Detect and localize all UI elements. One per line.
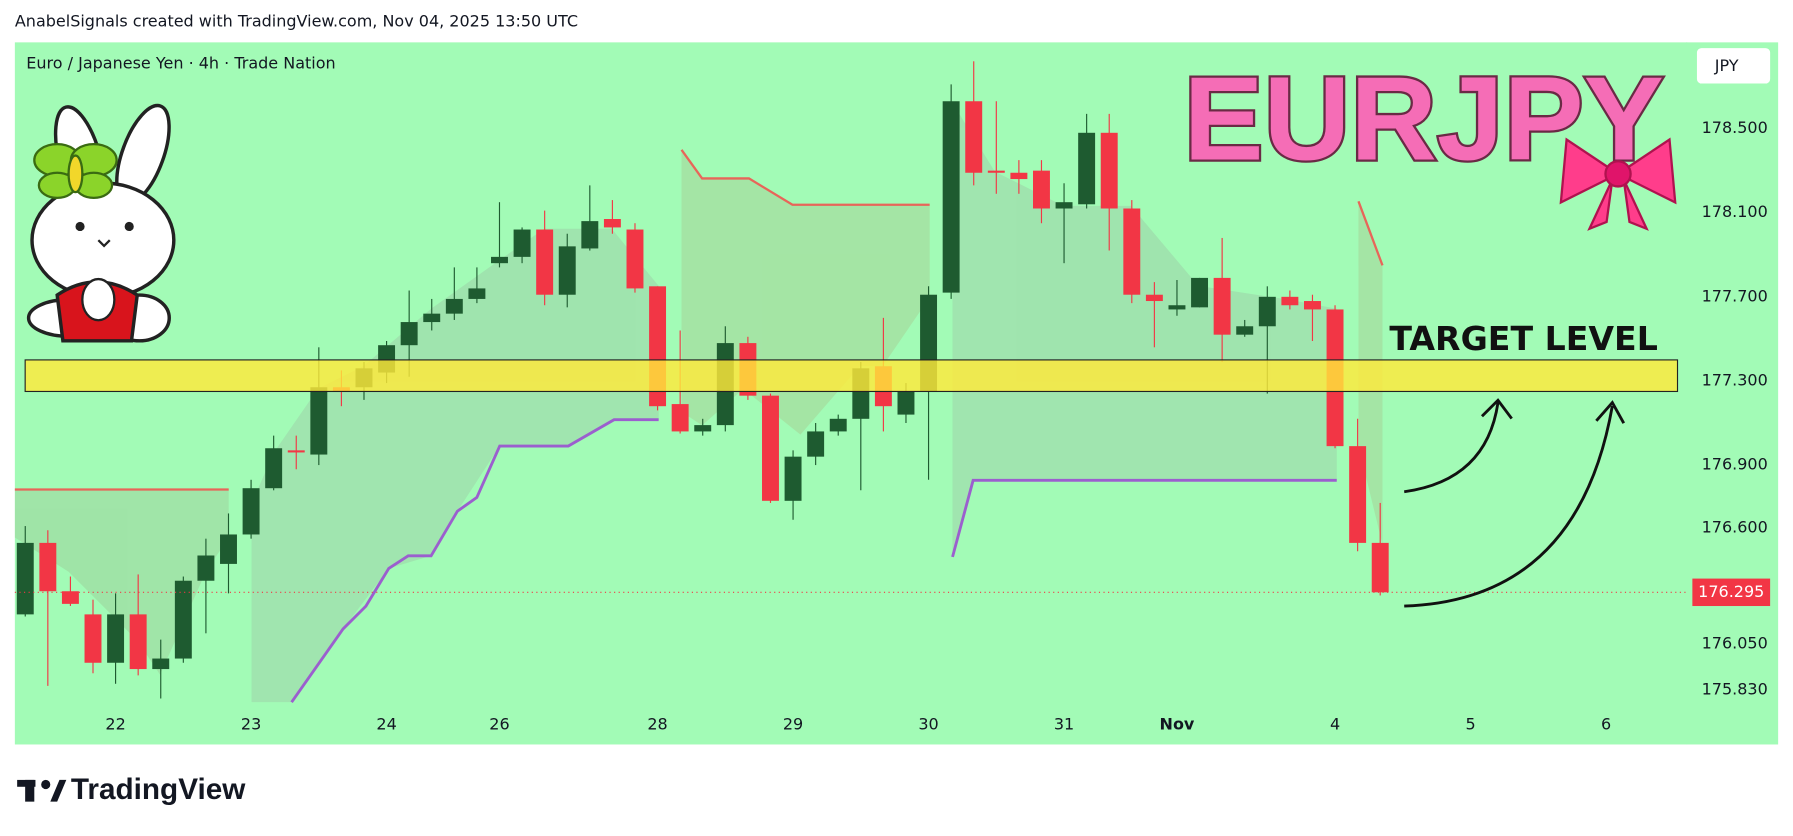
candle-body (84, 614, 102, 663)
candle-body (39, 542, 57, 592)
candle-body (1123, 208, 1141, 295)
candle-body (603, 219, 621, 228)
candle-body (129, 614, 147, 670)
footer-logo: TradingView (71, 773, 246, 806)
y-tick-label: 175.830 (1702, 680, 1768, 699)
last-price-box (1692, 578, 1771, 607)
candle-body (423, 313, 441, 323)
candle-body (152, 658, 170, 670)
y-tick-label: 176.900 (1702, 455, 1768, 474)
candle-body (1145, 294, 1163, 302)
candle-body (1168, 305, 1186, 310)
x-tick-label: 6 (1601, 715, 1611, 734)
header: AnabelSignals created with TradingView.c… (15, 11, 578, 30)
candle-body (1213, 277, 1231, 335)
y-tick-label: 176.600 (1702, 518, 1768, 537)
arrows (1404, 398, 1626, 608)
candle-body (1055, 202, 1073, 209)
y-tick-label: 178.100 (1702, 202, 1768, 221)
candle-body (197, 555, 215, 581)
x-tick-label: 4 (1330, 715, 1340, 734)
candle-body (310, 387, 328, 455)
x-tick-label: 26 (489, 715, 509, 734)
candle-body (61, 591, 79, 604)
currency-box (1696, 48, 1771, 84)
candle-body (16, 542, 34, 615)
candle-body (287, 450, 305, 453)
logo (17, 779, 67, 802)
bunny (26, 103, 176, 343)
candle-body (987, 170, 1005, 173)
annotation: TARGET LEVEL (1389, 319, 1657, 358)
indicator-line (680, 149, 930, 206)
candle-body (445, 298, 463, 314)
x-tick-label: 24 (376, 715, 396, 734)
candle-body (1281, 296, 1299, 306)
candle-body (581, 221, 599, 249)
candle-body (536, 229, 554, 295)
candle-body (1100, 132, 1118, 209)
bow (1559, 137, 1677, 231)
candle-body (513, 229, 531, 257)
last-price-label: 176.295 (1698, 582, 1764, 601)
candle-body (762, 395, 779, 501)
candle-body (1236, 326, 1254, 335)
candle-body (1010, 172, 1028, 180)
indicator-line (1357, 200, 1384, 266)
y-tick-label: 178.500 (1702, 118, 1768, 137)
y-tick-label: 177.300 (1702, 370, 1768, 389)
indicator-line (951, 478, 1337, 558)
plot (14, 61, 1687, 699)
candle-body (242, 488, 260, 535)
x-tick-label: Nov (1160, 715, 1195, 734)
x-tick-label: 5 (1465, 715, 1475, 734)
candle-body (671, 404, 689, 432)
indicator-line (290, 418, 659, 703)
candle-body (1349, 446, 1367, 543)
x-tick-label: 28 (647, 715, 667, 734)
candle-body (784, 456, 802, 501)
candle-body (626, 229, 644, 289)
candle-body (965, 101, 983, 173)
candle-body (829, 418, 847, 432)
candle-body (107, 614, 125, 663)
x-tick-label: 31 (1054, 715, 1074, 734)
candle-body (1078, 132, 1096, 205)
target-zone (24, 359, 1679, 393)
candle-body (694, 425, 712, 432)
x-tick-label: 30 (918, 715, 938, 734)
x-tick-label: 29 (783, 715, 803, 734)
y-tick-label: 176.050 (1702, 633, 1768, 652)
candle-body (807, 431, 825, 457)
candle-body (400, 322, 418, 346)
candle-body (558, 246, 576, 295)
candle-body (1371, 542, 1389, 593)
candle-body (897, 391, 915, 415)
candle-body (220, 534, 237, 564)
candle-body (174, 580, 192, 659)
chart-bg (14, 42, 1779, 745)
indicator-area (952, 102, 1337, 557)
candle-body (1258, 296, 1276, 327)
candle-body (1033, 170, 1050, 209)
x-tick-label: 22 (105, 715, 125, 734)
y-tick-label: 177.700 (1702, 286, 1768, 305)
candle-body (1191, 277, 1209, 308)
candle-body (942, 101, 960, 293)
x-tick-label: 23 (241, 715, 261, 734)
currency: JPY (1714, 56, 1739, 75)
candle-body (265, 448, 283, 489)
candle-body (1303, 301, 1321, 310)
chart-title: Euro / Japanese Yen · 4h · Trade Nation (26, 54, 335, 73)
indicator-area (251, 228, 659, 703)
candle-body (468, 288, 486, 299)
candle-body (491, 256, 508, 264)
